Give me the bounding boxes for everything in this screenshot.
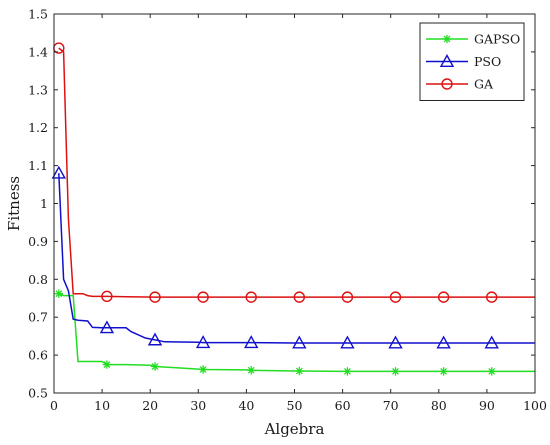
data-point-ga [149, 291, 161, 303]
y-tick-label: 1.5 [28, 7, 48, 22]
data-point-pso [195, 335, 211, 349]
y-tick-label: 0.9 [28, 234, 48, 249]
y-tick-label: 1.3 [28, 82, 48, 97]
legend-entry-ga: GA [426, 77, 494, 92]
data-point-pso [99, 320, 115, 334]
asterisk-stroke [392, 367, 399, 375]
x-tick-label: 0 [50, 398, 58, 413]
series-line-ga [58, 47, 535, 298]
x-tick-label: 60 [335, 398, 351, 413]
data-point-gapso [150, 362, 160, 371]
asterisk-stroke [103, 361, 111, 368]
data-point-gapso [487, 367, 496, 376]
data-point-ga [245, 291, 257, 303]
y-tick-label: 0.7 [28, 310, 48, 325]
legend: GAPSO PSO GA [419, 22, 525, 101]
x-tick-label: 80 [431, 398, 447, 413]
data-point-gapso [54, 289, 64, 298]
y-tick-label: 0.8 [28, 272, 48, 287]
x-tick-label: 30 [190, 398, 206, 413]
x-tick-label: 50 [287, 398, 303, 413]
data-point-ga [389, 291, 402, 303]
x-tick-label: 10 [94, 398, 110, 413]
legend-label-gapso: GAPSO [474, 32, 520, 47]
data-point-ga [197, 291, 209, 303]
y-axis-title: Fitness [5, 176, 23, 231]
legend-label-pso: PSO [474, 54, 501, 69]
x-tick-label: 70 [383, 398, 399, 413]
data-point-pso [292, 335, 307, 349]
asterisk-stroke [295, 367, 303, 375]
data-point-gapso [343, 367, 352, 376]
data-point-ga [341, 291, 354, 303]
data-point-pso [340, 335, 355, 349]
y-tick-label: 1.4 [28, 44, 48, 59]
data-point-gapso [102, 360, 112, 369]
y-tick-label: 1 [40, 196, 48, 211]
legend-marker-gapso [442, 34, 452, 44]
asterisk-stroke [443, 35, 451, 43]
legend-marker-ga [441, 78, 453, 90]
data-point-gapso [198, 365, 208, 374]
data-point-pso [436, 335, 451, 349]
legend-marker-pso [439, 54, 455, 68]
y-tick-label: 1.2 [28, 120, 48, 135]
data-point-gapso [439, 367, 448, 376]
data-point-ga [293, 291, 306, 303]
data-point-pso [51, 165, 66, 179]
y-tick-label: 1.1 [28, 158, 48, 173]
legend-entry-gapso: GAPSO [426, 32, 520, 47]
data-point-pso [244, 335, 259, 349]
asterisk-stroke [247, 366, 255, 374]
data-point-ga [101, 290, 113, 303]
data-point-gapso [247, 366, 256, 375]
data-point-ga [486, 291, 498, 303]
series-pso [51, 165, 535, 349]
asterisk-stroke [55, 290, 63, 298]
data-point-pso [484, 335, 499, 349]
y-tick-label: 0.6 [28, 348, 48, 363]
x-tick-label: 100 [523, 398, 547, 413]
data-point-gapso [391, 367, 400, 376]
data-point-ga [437, 291, 450, 303]
asterisk-stroke [344, 367, 351, 375]
ticks-layer: 0 10 20 30 40 50 60 70 80 90 100 0.5 0.6 0.7 0.8 0.9 1 1.… [28, 7, 547, 414]
legend-entry-pso: PSO [426, 54, 501, 69]
series-layer [51, 42, 535, 376]
x-tick-label: 90 [479, 398, 495, 413]
x-tick-label: 40 [238, 398, 254, 413]
y-tick-label: 0.5 [28, 386, 48, 401]
data-point-gapso [295, 366, 304, 376]
series-ga [53, 42, 535, 303]
series-line-gapso [58, 293, 535, 373]
asterisk-stroke [488, 367, 496, 375]
legend-label-ga: GA [474, 77, 494, 92]
x-tick-label: 20 [142, 398, 158, 413]
data-point-pso [147, 332, 163, 346]
asterisk-stroke [151, 363, 159, 370]
asterisk-stroke [440, 367, 448, 375]
series-line-pso [58, 173, 535, 344]
x-axis-title: Algebra [264, 420, 325, 438]
data-point-pso [388, 335, 403, 349]
series-gapso [54, 289, 535, 376]
asterisk-stroke [199, 366, 207, 373]
